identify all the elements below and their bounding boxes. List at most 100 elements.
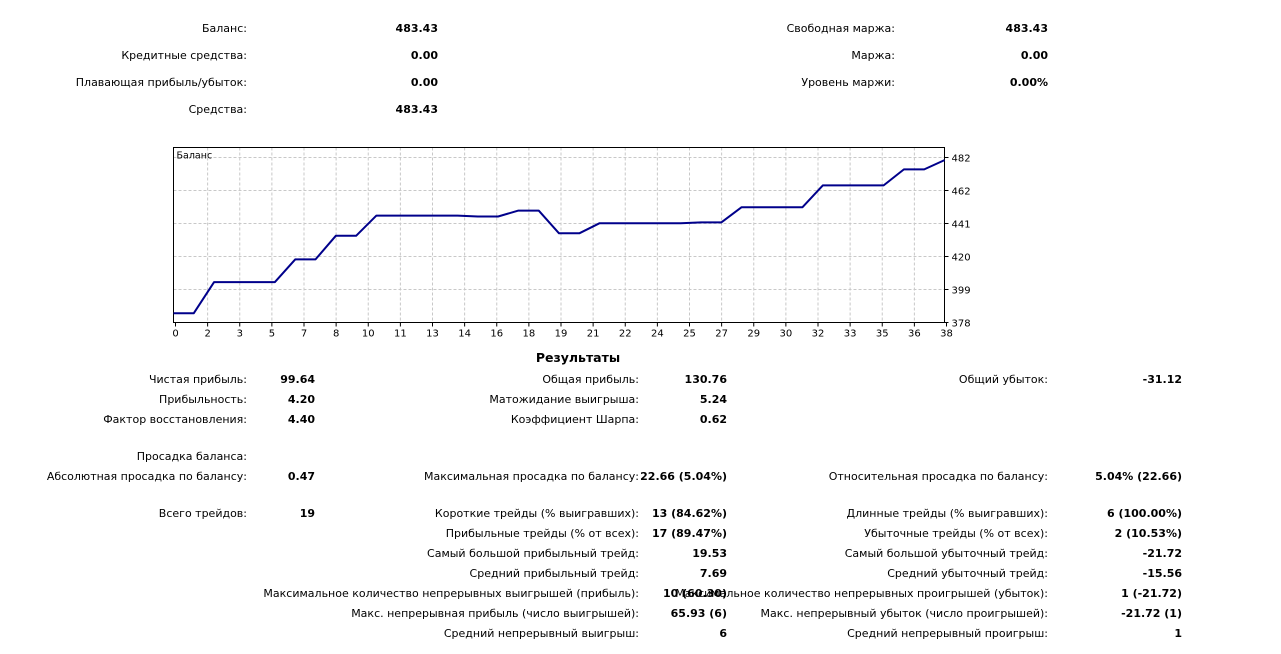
largest-profit-label: Самый большой прибыльный трейд: [427,547,639,560]
x-tick-label: 33 [844,329,857,340]
sharpe-value: 0.62 [699,413,727,426]
x-tick-label: 14 [458,329,471,340]
expected-payoff-label: Матожидание выигрыша: [489,393,639,406]
x-tick-label: 19 [555,329,568,340]
x-tick-label: 29 [747,329,760,340]
balance-value: 483.43 [395,22,438,35]
x-tick-label: 21 [587,329,600,340]
x-tick-label: 8 [333,329,339,340]
abs-drawdown-label: Абсолютная просадка по балансу: [46,470,247,483]
gross-loss-value: -31.12 [1142,373,1182,386]
max-cons-profit-value: 65.93 (6) [670,607,727,620]
abs-drawdown-value: 0.47 [287,470,315,483]
margin-value: 0.00 [1020,49,1048,62]
max-cons-losses-label: Максимальное количество непрерывных прои… [675,587,1048,600]
max-drawdown-label: Максимальная просадка по балансу: [423,470,639,483]
long-trades-label: Длинные трейды (% выигравших): [846,507,1048,520]
avg-loss-value: -15.56 [1142,567,1182,580]
margin-level-value: 0.00% [1009,76,1048,89]
x-tick-label: 0 [172,329,178,340]
profit-factor-value: 4.20 [287,393,315,406]
y-tick-label: 462 [952,187,971,198]
profit-trades-label: Прибыльные трейды (% от всех): [445,527,639,540]
x-tick-label: 32 [812,329,825,340]
x-tick-label: 13 [426,329,439,340]
largest-loss-label: Самый большой убыточный трейд: [844,547,1048,560]
y-tick-label: 441 [952,220,971,231]
largest-profit-value: 19.53 [692,547,727,560]
x-tick-label: 11 [394,329,407,340]
recovery-factor-value: 4.40 [287,413,315,426]
balance-drawdown-label: Просадка баланса: [136,450,247,463]
avg-profit-label: Средний прибыльный трейд: [469,567,639,580]
credit-value: 0.00 [410,49,438,62]
avg-cons-losses-label: Средний непрерывный проигрыш: [847,627,1048,640]
sharpe-label: Коэффициент Шарпа: [510,413,639,426]
short-trades-value: 13 (84.62%) [651,507,727,520]
max-drawdown-value: 22.66 (5.04%) [640,470,727,483]
x-tick-label: 30 [780,329,793,340]
x-tick-label: 35 [876,329,889,340]
x-tick-label: 25 [683,329,696,340]
x-tick-label: 22 [619,329,632,340]
profit-factor-label: Прибыльность: [159,393,247,406]
max-cons-profit-label: Макс. непрерывная прибыль (число выигрыш… [351,607,639,620]
chart-frame [173,147,945,323]
profit-trades-value: 17 (89.47%) [651,527,727,540]
y-tick-label: 399 [952,286,971,297]
y-tick-label: 482 [952,154,971,165]
margin-level-label: Уровень маржи: [801,76,895,89]
gross-profit-label: Общая прибыль: [542,373,639,386]
equity-label: Средства: [188,103,247,116]
floating-pl-label: Плавающая прибыль/убыток: [75,76,247,89]
largest-loss-value: -21.72 [1142,547,1182,560]
avg-cons-losses-value: 1 [1174,627,1182,640]
max-cons-wins-label: Максимальное количество непрерывных выиг… [263,587,639,600]
max-cons-loss-value: -21.72 (1) [1121,607,1182,620]
x-tick-label: 7 [301,329,307,340]
credit-label: Кредитные средства: [121,49,247,62]
short-trades-label: Короткие трейды (% выигравших): [434,507,639,520]
balance-label: Баланс: [201,22,247,35]
x-tick-label: 38 [940,329,953,340]
avg-cons-wins-value: 6 [719,627,727,640]
loss-trades-value: 2 (10.53%) [1114,527,1182,540]
rel-drawdown-label: Относительная просадка по балансу: [828,470,1048,483]
free-margin-label: Свободная маржа: [786,22,895,35]
y-tick-label: 420 [952,253,971,264]
long-trades-value: 6 (100.00%) [1106,507,1182,520]
x-tick-label: 10 [362,329,375,340]
rel-drawdown-value: 5.04% (22.66) [1095,470,1182,483]
free-margin-value: 483.43 [1005,22,1048,35]
x-tick-label: 16 [490,329,503,340]
max-cons-loss-label: Макс. непрерывный убыток (число проигрыш… [760,607,1048,620]
x-tick-label: 18 [523,329,536,340]
y-tick-label: 378 [952,319,971,330]
gross-profit-value: 130.76 [684,373,727,386]
chart-legend-balance: Баланс [177,151,213,162]
loss-trades-label: Убыточные трейды (% от всех): [864,527,1048,540]
net-profit-label: Чистая прибыль: [148,373,247,386]
x-tick-label: 5 [269,329,275,340]
gross-loss-label: Общий убыток: [958,373,1048,386]
max-cons-wins-value: 10 (60.30) [663,587,727,600]
expected-payoff-value: 5.24 [699,393,727,406]
margin-label: Маржа: [851,49,895,62]
x-tick-label: 24 [651,329,664,340]
results-title: Результаты [535,350,621,365]
recovery-factor-label: Фактор восстановления: [103,413,247,426]
avg-profit-value: 7.69 [699,567,727,580]
equity-value: 483.43 [395,103,438,116]
avg-cons-wins-label: Средний непрерывный выигрыш: [443,627,639,640]
balance-series-line [173,159,945,315]
x-tick-label: 27 [715,329,728,340]
x-tick-label: 36 [908,329,921,340]
total-trades-label: Всего трейдов: [158,507,247,520]
x-tick-label: 3 [237,329,243,340]
x-tick-label: 2 [204,329,210,340]
total-trades-value: 19 [299,507,315,520]
floating-pl-value: 0.00 [410,76,438,89]
avg-loss-label: Средний убыточный трейд: [887,567,1048,580]
